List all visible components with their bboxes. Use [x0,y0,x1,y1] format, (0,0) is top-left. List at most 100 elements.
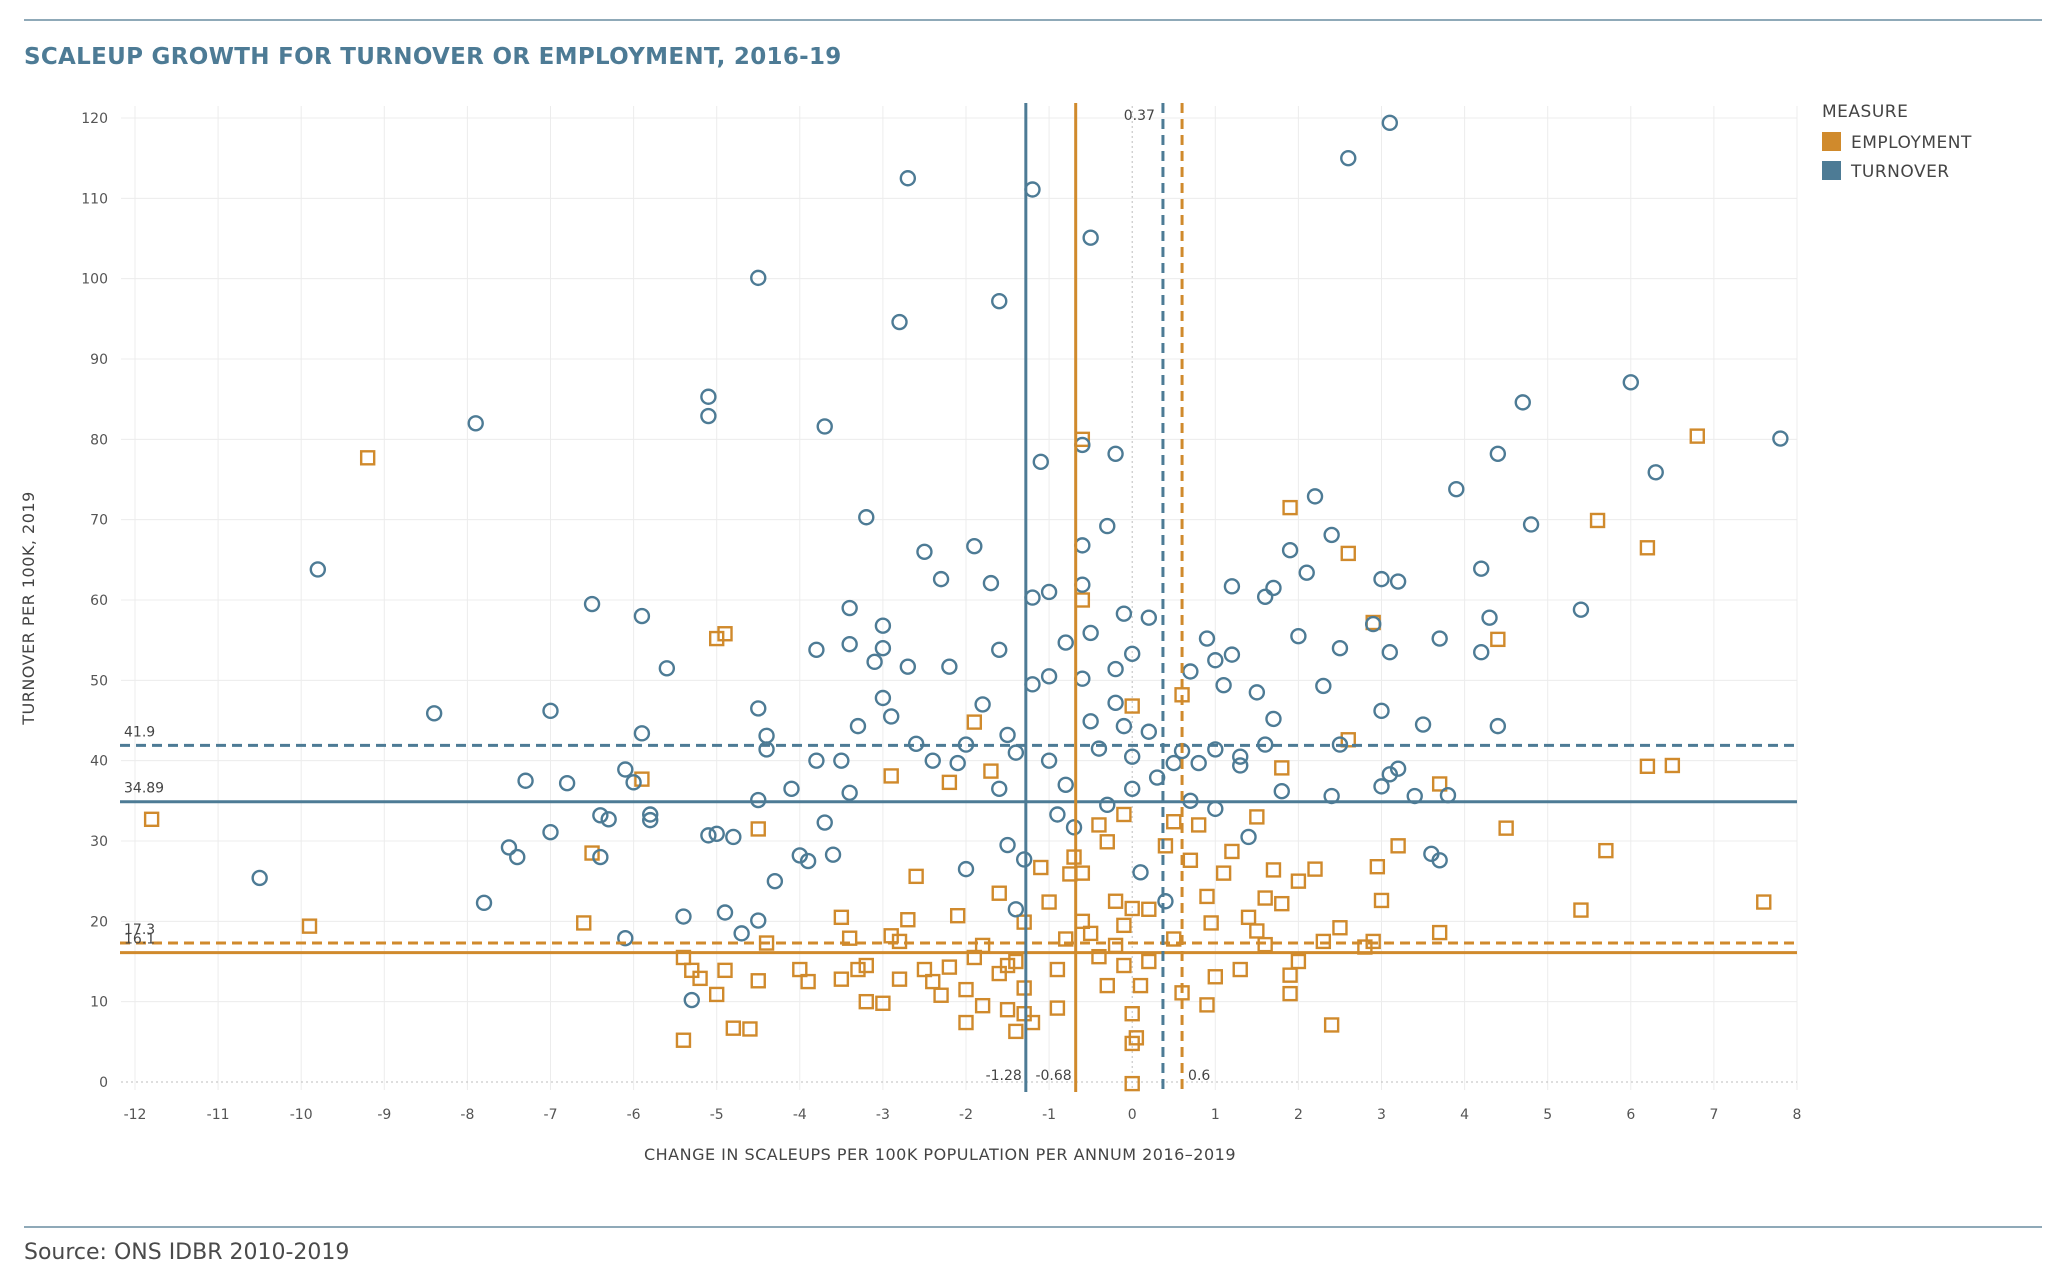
turnover-point [899,170,917,187]
employment-point [1199,888,1215,905]
turnover-point [1182,663,1199,680]
turnover-point [999,726,1016,744]
turnover-point [625,774,642,791]
employment-point [684,962,700,979]
employment-point [576,915,592,931]
turnover-point [1381,644,1399,661]
turnover-point [750,791,767,809]
employment-point [1215,865,1232,881]
turnover-point [1514,394,1531,411]
turnover-point [1240,828,1257,846]
employment-point [143,811,160,828]
turnover-point [1306,488,1324,505]
x-axis-title: CHANGE IN SCALEUPS PER 100K POPULATION P… [644,1145,1236,1164]
employment-point [1431,924,1448,941]
legend: MEASURE EMPLOYMENT TURNOVER [1822,102,1972,182]
employment-point [1274,760,1290,776]
turnover-point [1364,615,1382,633]
employment-point [717,626,733,642]
legend-label-turnover[interactable]: TURNOVER [1850,162,1950,182]
turnover-point [642,806,659,823]
employment-point [1307,861,1323,877]
y-tick-label: 30 [90,834,108,850]
turnover-point [1090,740,1108,757]
turnover-point [617,761,634,778]
employment-point [958,981,974,998]
employment-point [1116,806,1132,823]
employment-point [1124,1075,1140,1092]
employment-point [1589,512,1606,529]
turnover-point [1107,445,1124,462]
turnover-point [1232,757,1249,774]
turnover-point [1157,893,1174,910]
employment-point [1373,892,1390,909]
employment-point [1041,894,1057,910]
turnover-point [1381,114,1399,132]
x-tick-label: -11 [207,1107,230,1123]
turnover-point [1215,676,1232,694]
employment-point [1498,820,1514,836]
turnover-point [1207,741,1224,758]
x-tick-label: -1 [1042,1107,1056,1123]
legend-title: MEASURE [1822,102,1908,122]
employment-point [1332,920,1348,936]
turnover-point [1007,901,1025,918]
turnover-point [1040,583,1058,601]
y-tick-label: 80 [90,432,108,448]
employment-point [1124,900,1140,917]
x-tick-label: -6 [627,1107,641,1123]
turnover-point [1340,149,1357,167]
turnover-point [642,811,659,829]
turnover-point [1057,776,1074,793]
employment-point [1265,862,1282,878]
employment-point [675,949,692,966]
x-tick-label: -5 [710,1107,724,1123]
employment-point [858,957,874,974]
y-tick-label: 60 [90,593,108,609]
turnover-point [858,509,875,526]
employment-point [933,987,949,1003]
turnover-point [841,599,858,617]
employment-point [1249,923,1265,939]
employment-point [1091,817,1107,833]
employment-point [1315,933,1332,950]
turnover-point [1473,560,1490,577]
ref-label-x: -1.28 [986,1068,1022,1084]
x-tick-label: -3 [876,1107,890,1123]
turnover-point [251,869,268,887]
ref-label-y: 41.9 [124,724,155,740]
turnover-point [1622,374,1640,391]
x-tick-label: 6 [1626,1107,1635,1123]
turnover-point [1439,787,1457,804]
turnover-point [1448,480,1465,498]
legend-label-employment[interactable]: EMPLOYMENT [1851,133,1972,153]
turnover-point [883,708,900,725]
employment-point [634,771,650,787]
turnover-point [583,595,601,613]
employment-point [1282,967,1298,983]
employment-point [692,970,708,987]
turnover-point [849,717,867,735]
turnover-point [309,561,327,578]
turnover-point [658,660,676,677]
x-tick-label: -8 [460,1107,474,1123]
employment-point [1639,758,1656,774]
turnover-point [1198,630,1216,647]
employment-point [1157,838,1174,854]
employment-point [1598,842,1614,859]
y-tick-label: 10 [90,995,108,1011]
ref-label-y: 34.89 [124,781,164,797]
turnover-point [633,607,651,625]
turnover-point [1032,453,1049,471]
employment-point [1116,917,1132,934]
employment-point [900,912,916,928]
turnover-point [1373,570,1390,588]
employment-point [991,965,1007,982]
employment-point [875,995,891,1011]
employment-point [1107,893,1124,909]
employment-point [1664,757,1681,774]
employment-point [1340,545,1356,562]
x-tick-label: 1 [1211,1107,1220,1123]
employment-point [800,973,816,990]
y-tick-label: 70 [90,513,108,529]
